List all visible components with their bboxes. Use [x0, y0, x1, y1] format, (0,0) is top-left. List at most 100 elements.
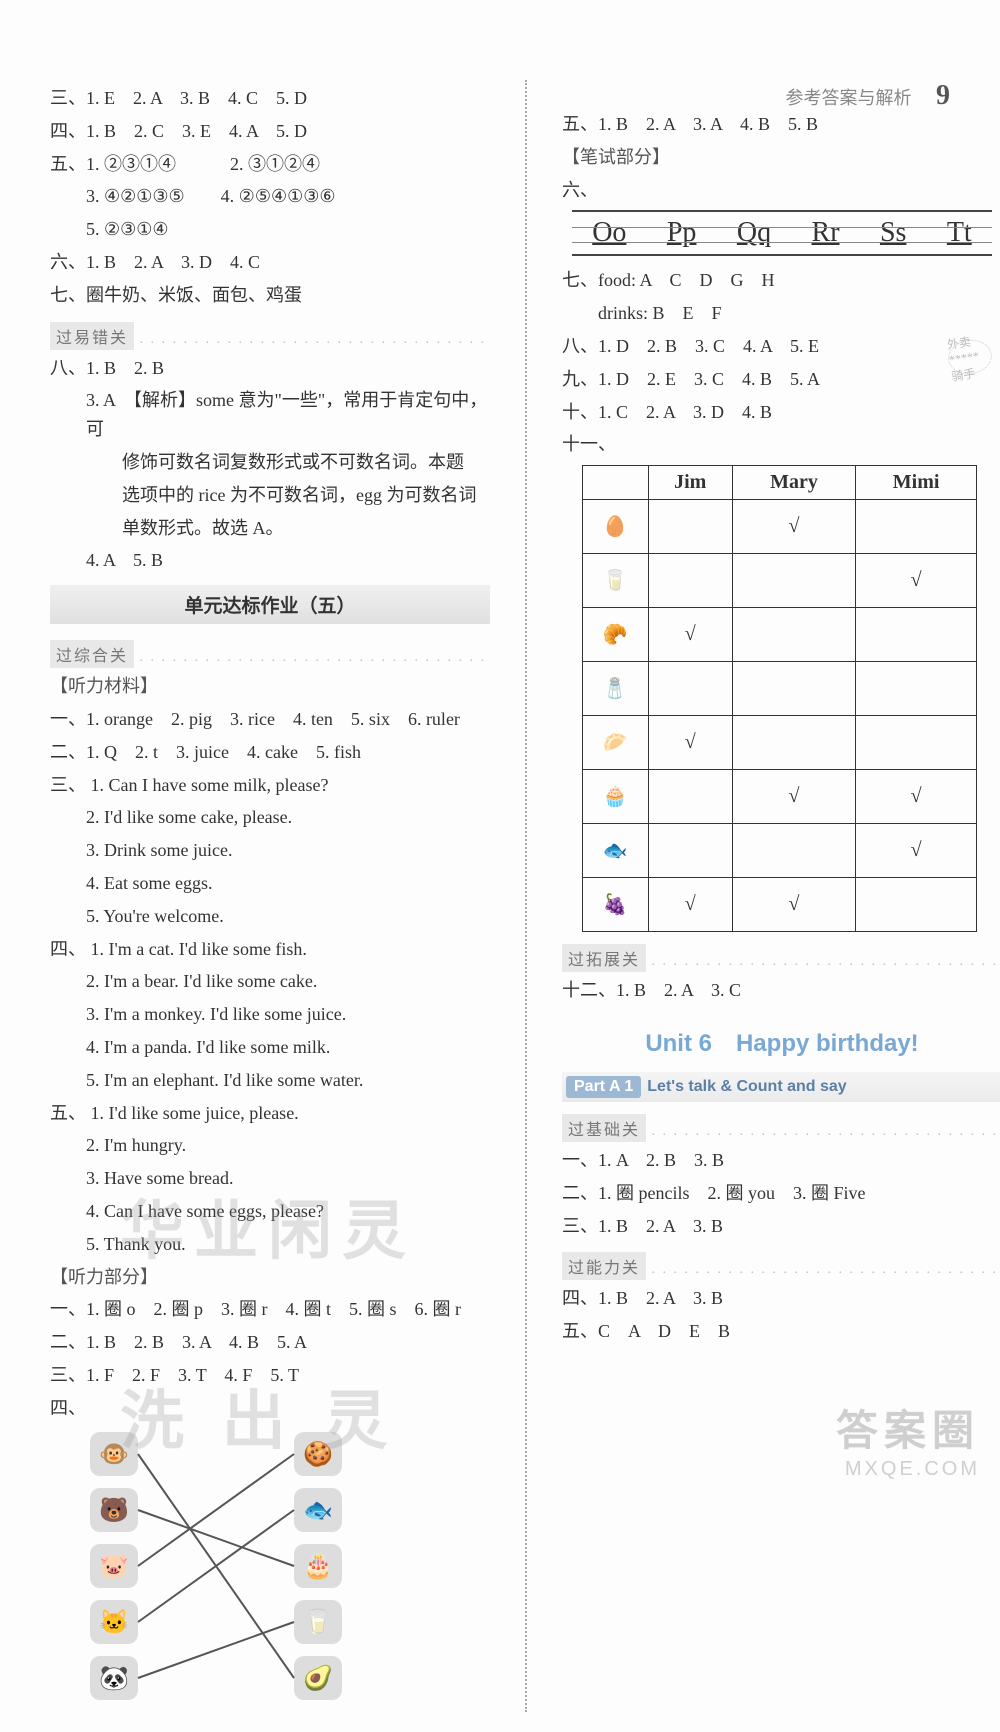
- wu-3: 3. Have some bread.: [50, 1164, 490, 1193]
- handwriting-letter: Ss: [880, 217, 906, 249]
- table-header: Jim: [648, 466, 732, 500]
- written-part-label: 【笔试部分】: [562, 143, 1000, 172]
- table-row: 🥚√: [583, 500, 977, 554]
- ans-wu-3: 5. ②③①④: [50, 215, 490, 244]
- table-row: 🥟√: [583, 716, 977, 770]
- san-label: 三、: [50, 775, 86, 795]
- section-bar-label: 过能力关: [562, 1252, 646, 1280]
- u-wu: 五、C A D E B: [562, 1317, 1000, 1346]
- matching-diagram: 🐵🐻🐷🐱🐼🍪🐟🎂🥛🥑: [90, 1432, 390, 1712]
- a-yi: 一、1. 圈 o 2. 圈 p 3. 圈 r 4. 圈 t 5. 圈 s 6. …: [50, 1295, 490, 1324]
- section-bar-cuo: 过易错关: [50, 316, 490, 350]
- si-3: 3. I'm a monkey. I'd like some juice.: [50, 1000, 490, 1029]
- san-3: 3. Drink some juice.: [50, 836, 490, 865]
- handwriting-letter: Tt: [947, 217, 972, 249]
- ans-liu: 六、1. B 2. A 3. D 4. C: [50, 248, 490, 277]
- column-divider: [525, 80, 527, 1712]
- wu-1: 1. I'd like some juice, please.: [91, 1103, 299, 1123]
- si-2: 2. I'm a bear. I'd like some cake.: [50, 967, 490, 996]
- r-shiyi: 十一、: [562, 430, 1000, 459]
- a-si: 四、: [50, 1394, 490, 1423]
- section-bar-ji: 过基础关: [562, 1108, 1000, 1142]
- part-tag: Part A 1: [566, 1076, 641, 1098]
- food-icon: 🐟: [583, 824, 649, 878]
- food-icon: 🥟: [583, 716, 649, 770]
- part-text: Let's talk & Count and say: [647, 1078, 846, 1096]
- check-cell: [856, 608, 977, 662]
- check-cell: √: [856, 770, 977, 824]
- watermark-small: MXQE.COM: [836, 1458, 980, 1481]
- food-icon: 🍇: [583, 878, 649, 932]
- table-row: 🐟√: [583, 824, 977, 878]
- food-icon: 🥚: [583, 500, 649, 554]
- ans-ba-1: 八、1. B 2. B: [50, 354, 490, 383]
- check-cell: √: [856, 554, 977, 608]
- listening-part-label: 【听力部分】: [50, 1263, 490, 1292]
- san-5: 5. You're welcome.: [50, 902, 490, 931]
- food-icon: 🥐: [583, 608, 649, 662]
- tl-yi: 一、1. orange 2. pig 3. rice 4. ten 5. six…: [50, 705, 490, 734]
- food-icon: 🧁: [583, 770, 649, 824]
- ans-ba-4: 4. A 5. B: [50, 546, 490, 575]
- ans-ba-3a: 3. A 【解析】some 意为"一些"，常用于肯定句中，可: [50, 386, 490, 444]
- food-icon: 🧂: [583, 662, 649, 716]
- a-er: 二、1. B 2. B 3. A 4. B 5. A: [50, 1328, 490, 1357]
- check-cell: √: [856, 824, 977, 878]
- table-header: Mimi: [856, 466, 977, 500]
- u-yi: 一、1. A 2. B 3. B: [562, 1146, 1000, 1175]
- si-4: 4. I'm a panda. I'd like some milk.: [50, 1033, 490, 1062]
- si-1: 1. I'm a cat. I'd like some fish.: [91, 939, 307, 959]
- table-header: [583, 466, 649, 500]
- section-bar-label: 过基础关: [562, 1114, 646, 1142]
- ans-ba-3c: 选项中的 rice 为不可数名词，egg 为可数名词: [50, 481, 490, 510]
- check-cell: [648, 824, 732, 878]
- unit-title: 单元达标作业（五）: [50, 585, 490, 624]
- check-cell: [648, 554, 732, 608]
- check-cell: √: [648, 878, 732, 932]
- part-a-bar: Part A 1 Let's talk & Count and say: [562, 1072, 1000, 1102]
- tl-san: 三、 1. Can I have some milk, please?: [50, 771, 490, 800]
- check-cell: √: [732, 500, 856, 554]
- diagram-lines: [90, 1432, 390, 1712]
- r-qi-drinks: drinks: B E F: [562, 299, 1000, 328]
- table-row: 🥛√: [583, 554, 977, 608]
- r-shi: 十、1. C 2. A 3. D 4. B: [562, 398, 1000, 427]
- check-cell: [732, 608, 856, 662]
- si-5: 5. I'm an elephant. I'd like some water.: [50, 1066, 490, 1095]
- table-header: Mary: [732, 466, 856, 500]
- food-check-table: JimMaryMimi🥚√🥛√🥐√🧂🥟√🧁√√🐟√🍇√√: [582, 465, 977, 932]
- table-row: 🧂: [583, 662, 977, 716]
- r-wu: 五、1. B 2. A 3. A 4. B 5. B: [562, 110, 1000, 139]
- handwriting-letter: Qq: [737, 217, 771, 249]
- ans-ba-3d: 单数形式。故选 A。: [50, 514, 490, 543]
- section-bar-neng: 过能力关: [562, 1246, 1000, 1280]
- section-bar-label: 过综合关: [50, 640, 134, 668]
- left-column: 三、1. E 2. A 3. B 4. C 5. D 四、1. B 2. C 3…: [50, 80, 490, 1712]
- check-cell: √: [648, 716, 732, 770]
- listening-material-label: 【听力材料】: [50, 672, 490, 701]
- watermark-big: 答案圈: [836, 1397, 980, 1458]
- check-cell: [648, 770, 732, 824]
- section-bar-tuo: 过拓展关: [562, 938, 1000, 972]
- ans-ba-3b: 修饰可数名词复数形式或不可数名词。本题: [50, 448, 490, 477]
- food-icon: 🥛: [583, 554, 649, 608]
- wu-5: 5. Thank you.: [50, 1230, 490, 1259]
- check-cell: √: [732, 878, 856, 932]
- wu-label: 五、: [50, 1103, 86, 1123]
- check-cell: √: [648, 608, 732, 662]
- check-cell: [856, 500, 977, 554]
- check-cell: [648, 500, 732, 554]
- u-san: 三、1. B 2. A 3. B: [562, 1212, 1000, 1241]
- check-cell: √: [732, 770, 856, 824]
- stamp-badge: 外卖 ***** 骑手: [946, 337, 994, 377]
- ans-san: 三、1. E 2. A 3. B 4. C 5. D: [50, 84, 490, 113]
- check-cell: [732, 824, 856, 878]
- section-bar-label: 过易错关: [50, 322, 134, 350]
- check-cell: [856, 662, 977, 716]
- san-4: 4. Eat some eggs.: [50, 869, 490, 898]
- ans-wu-1: 五、1. ②③①④ 2. ③①②④: [50, 150, 490, 179]
- san-2: 2. I'd like some cake, please.: [50, 803, 490, 832]
- check-cell: [732, 716, 856, 770]
- table-row: 🧁 √√: [583, 770, 977, 824]
- section-bar-label: 过拓展关: [562, 944, 646, 972]
